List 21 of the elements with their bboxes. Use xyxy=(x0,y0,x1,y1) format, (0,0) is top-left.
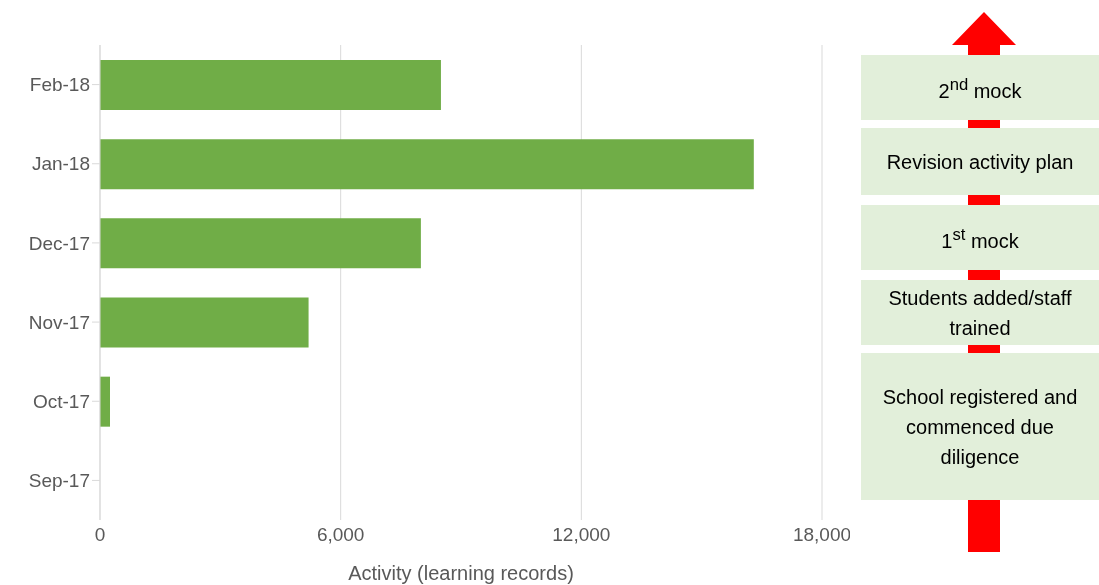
text: Revision activity plan xyxy=(886,149,1074,175)
text: 1$^{st}$ mock xyxy=(941,223,1019,254)
bar xyxy=(100,297,309,348)
text: Students added/staff trained xyxy=(887,285,1073,341)
bar xyxy=(100,60,441,110)
y-tick-label: Nov-17 xyxy=(28,311,90,333)
bar xyxy=(100,218,421,269)
y-tick-label: Oct-17 xyxy=(32,390,90,412)
x-axis-title: Activity (learning records) xyxy=(348,562,574,584)
y-tick-label: Jan-18 xyxy=(31,153,90,175)
y-tick-label: Sep-17 xyxy=(28,470,90,492)
x-tick-label: 12,000 xyxy=(552,524,611,546)
text: School registered and commenced due diligence xyxy=(881,384,1079,470)
bar xyxy=(100,139,754,190)
x-tick-label: 0 xyxy=(94,524,106,546)
x-tick-label: 6,000 xyxy=(316,524,365,546)
y-tick-label: Dec-17 xyxy=(28,232,90,254)
text: 2$^{nd}$ mock xyxy=(938,73,1022,104)
y-tick-label: Feb-18 xyxy=(29,74,90,96)
bar xyxy=(100,376,111,427)
x-tick-label: 18,000 xyxy=(792,524,852,546)
